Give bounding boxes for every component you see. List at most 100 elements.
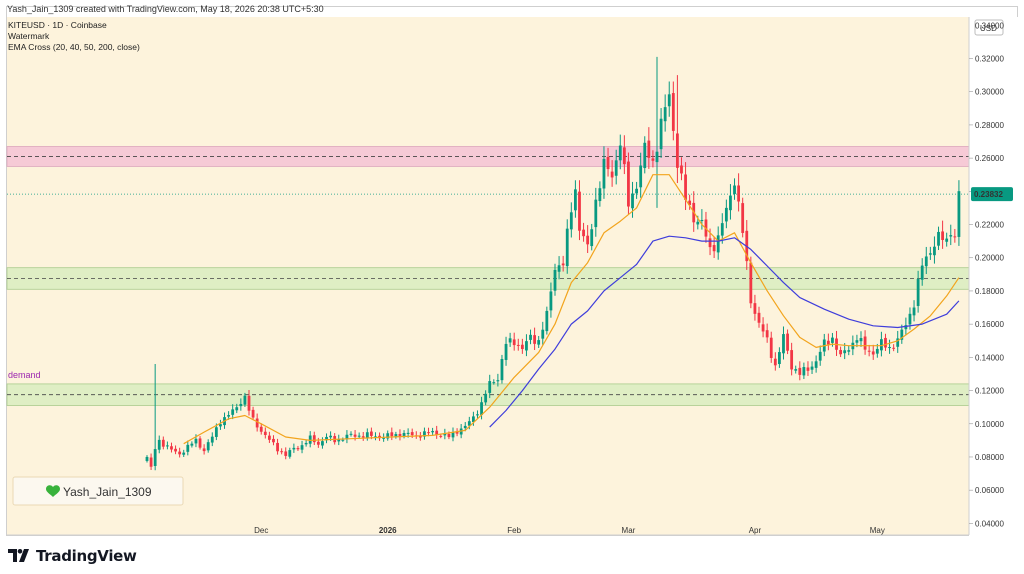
candle-body xyxy=(627,161,630,207)
candle-body xyxy=(790,350,794,370)
price-tick-label: 0.06000 xyxy=(975,486,1004,495)
currency-label: USD xyxy=(980,24,997,33)
price-tick-label: 0.10000 xyxy=(975,420,1004,429)
candle-body xyxy=(945,238,949,242)
candle-body xyxy=(296,448,300,450)
candle-body xyxy=(765,330,769,338)
candle-body xyxy=(786,333,789,351)
price-tick-label: 0.20000 xyxy=(975,254,1004,263)
candle-body xyxy=(472,416,475,423)
candle-body xyxy=(443,433,447,436)
candle-body xyxy=(696,221,700,225)
candle-body xyxy=(904,325,908,330)
time-tick-label: Feb xyxy=(507,526,521,535)
candle-body xyxy=(365,432,369,438)
candle-body xyxy=(418,435,422,438)
candle-body xyxy=(410,432,414,436)
candle-body xyxy=(720,223,724,236)
ema-layer xyxy=(183,174,960,445)
time-tick-label: Dec xyxy=(254,526,268,535)
candle-body xyxy=(353,434,357,437)
candle-body xyxy=(610,171,614,178)
candle-body xyxy=(769,337,773,358)
candle-body xyxy=(255,418,259,428)
price-tick-label: 0.08000 xyxy=(975,453,1004,462)
candle-body xyxy=(284,451,288,456)
candle-body xyxy=(888,347,891,349)
candle-body xyxy=(757,312,761,323)
candle-body xyxy=(618,145,622,161)
candle-body xyxy=(341,439,345,441)
candle-body xyxy=(761,324,765,332)
watermark-box: Yash_Jain_1309 xyxy=(12,476,184,506)
candle-body xyxy=(263,431,267,435)
currency-box xyxy=(974,19,1004,36)
candle-body xyxy=(671,93,675,131)
ema-cross-legend[interactable]: EMA Cross (20, 40, 50, 200, close) xyxy=(8,42,140,52)
candle-body xyxy=(321,441,324,446)
candle-body xyxy=(492,382,496,384)
candle-body xyxy=(467,421,471,426)
candle-body xyxy=(676,133,679,168)
candle-body xyxy=(590,229,594,247)
candle-body xyxy=(533,335,536,344)
candle-body xyxy=(259,426,263,432)
tradingview-footer[interactable]: TradingView xyxy=(8,545,137,567)
candle-body xyxy=(680,165,683,174)
green-heart-icon xyxy=(46,485,60,497)
watermark-legend[interactable]: Watermark xyxy=(8,31,50,41)
candle-body xyxy=(916,278,920,306)
price-tick-label: 0.16000 xyxy=(975,320,1004,329)
candle-body xyxy=(659,118,663,150)
candle-body xyxy=(753,303,757,314)
candle-body xyxy=(280,451,284,453)
candle-body xyxy=(933,246,936,256)
time-tick-label: Apr xyxy=(749,526,762,535)
candle-body xyxy=(484,393,488,403)
candle-body xyxy=(716,235,720,253)
price-tick-label: 0.30000 xyxy=(975,88,1004,97)
candle-body xyxy=(778,352,781,365)
candle-body xyxy=(435,430,439,436)
candle-body xyxy=(239,403,243,407)
candle-body xyxy=(190,443,194,446)
candle-body xyxy=(345,434,349,440)
candle-body xyxy=(831,337,834,343)
candle-body xyxy=(912,307,916,316)
candle-body xyxy=(847,350,851,352)
candle-body xyxy=(463,425,467,429)
candle-body xyxy=(170,446,173,450)
candle-body xyxy=(300,445,304,450)
price-tick-label-partial: 0.34000 xyxy=(975,21,1004,30)
candle-body xyxy=(276,442,279,452)
candle-body xyxy=(908,313,912,325)
candle-body xyxy=(806,367,810,371)
candle-body xyxy=(374,436,377,438)
candle-body xyxy=(329,435,332,438)
candle-body xyxy=(370,431,373,436)
candle-body xyxy=(439,435,443,437)
symbol-legend[interactable]: KITEUSD · 1D · Coinbase xyxy=(8,20,107,30)
candle-body xyxy=(206,442,210,451)
candle-body xyxy=(814,361,818,368)
candle-body xyxy=(153,449,157,466)
candle-body xyxy=(700,220,704,222)
mid-support-zone xyxy=(6,267,970,290)
candle-body xyxy=(826,340,830,345)
candle-body xyxy=(639,165,643,188)
candle-body xyxy=(541,329,545,339)
candle-body xyxy=(488,381,492,393)
candle-body xyxy=(227,415,230,417)
candle-body xyxy=(394,434,398,437)
candle-body xyxy=(867,350,871,352)
candle-body xyxy=(349,433,353,435)
candle-body xyxy=(635,188,638,194)
price-tick-label: 0.28000 xyxy=(975,121,1004,130)
candle-body xyxy=(325,436,328,441)
candle-body xyxy=(920,265,924,280)
candle-body xyxy=(194,438,198,444)
candle-body xyxy=(312,435,316,443)
candle-body xyxy=(569,212,573,230)
candle-body xyxy=(871,351,875,355)
